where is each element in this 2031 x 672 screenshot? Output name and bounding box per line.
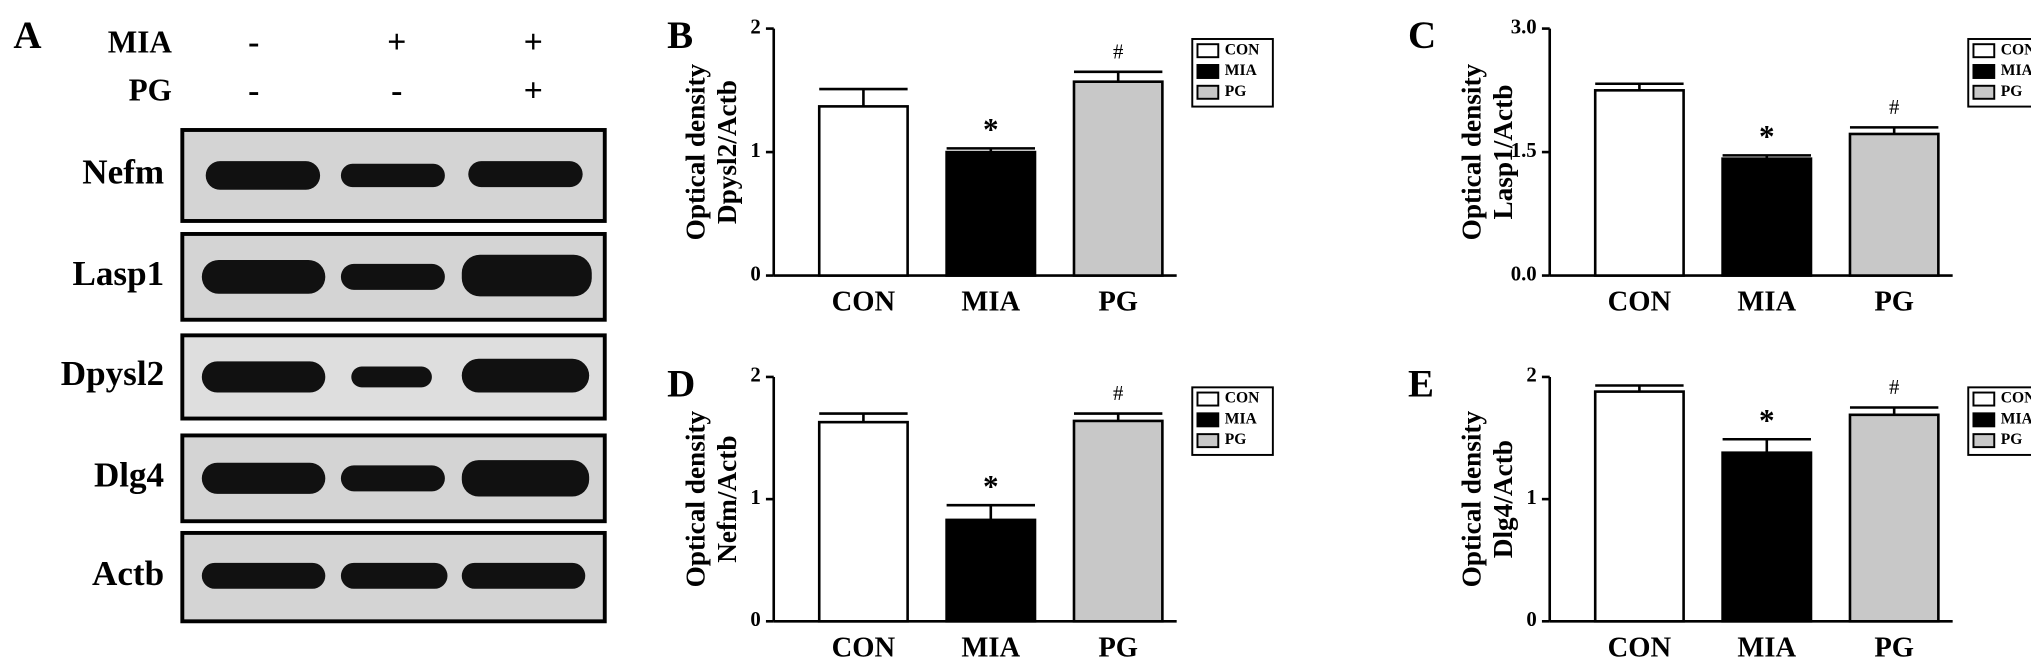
legend-label: PG: [1225, 83, 1247, 100]
legend-swatch: [1972, 412, 1996, 428]
legend-swatch: [1972, 433, 1996, 449]
significance-marker: *: [983, 112, 999, 147]
y-tick-label: 2: [1526, 364, 1536, 387]
condition-sign: -: [248, 72, 259, 109]
significance-marker: #: [1113, 382, 1124, 405]
x-tick-label: MIA: [1737, 632, 1796, 663]
y-axis-label: Dlg4/Actb: [1488, 440, 1518, 558]
legend-label: MIA: [1225, 410, 1258, 427]
legend-label: MIA: [2001, 62, 2031, 79]
x-tick-label: MIA: [961, 632, 1020, 663]
legend-label: PG: [2001, 431, 2023, 448]
y-axis-label: Dpysl2/Actb: [712, 80, 742, 224]
significance-marker: #: [1113, 40, 1124, 63]
panel-letter: B: [667, 14, 693, 57]
significance-marker: #: [1889, 96, 1900, 119]
legend-swatch: [1196, 43, 1220, 59]
protein-label: Lasp1: [72, 254, 164, 293]
legend-swatch: [1196, 433, 1220, 449]
condition-label: MIA: [108, 25, 173, 60]
y-axis-label: Optical density: [681, 63, 711, 240]
x-tick-label: CON: [832, 287, 896, 318]
y-axis-label: Optical density: [1457, 410, 1487, 587]
legend-label: PG: [1225, 431, 1247, 448]
y-tick-label: 0.0: [1511, 262, 1537, 285]
legend-swatch: [1972, 84, 1996, 100]
x-tick-label: PG: [1874, 287, 1914, 318]
y-tick-label: 3.0: [1511, 15, 1537, 38]
legend-label: MIA: [1225, 62, 1258, 79]
bar: [817, 105, 909, 277]
panel-letter: C: [1408, 14, 1436, 57]
bar: [1721, 451, 1813, 623]
protein-label: Dlg4: [94, 455, 164, 494]
significance-marker: *: [1759, 403, 1775, 438]
y-tick-label: 0: [750, 262, 760, 285]
y-tick-label: 0: [750, 608, 760, 631]
bar: [1848, 132, 1940, 277]
panel-letter: E: [1408, 362, 1434, 405]
bar: [1593, 390, 1685, 623]
bar: [1848, 413, 1940, 623]
bar: [817, 420, 909, 623]
bar: [1721, 157, 1813, 277]
legend-label: CON: [2001, 390, 2031, 407]
y-axis-label: Lasp1/Actb: [1488, 85, 1518, 220]
significance-marker: #: [1889, 376, 1900, 399]
condition-label: PG: [129, 73, 172, 108]
legend-label: CON: [1225, 41, 1260, 58]
x-tick-label: PG: [1098, 287, 1138, 318]
y-tick-label: 0: [1526, 608, 1536, 631]
legend-swatch: [1972, 64, 1996, 79]
x-tick-label: MIA: [961, 287, 1020, 318]
condition-sign: -: [391, 72, 402, 109]
x-tick-label: CON: [1608, 632, 1672, 663]
y-tick-label: 2: [750, 15, 760, 38]
legend-swatch: [1972, 391, 1996, 407]
legend-swatch: [1196, 64, 1220, 79]
legend-label: PG: [2001, 83, 2023, 100]
legend-swatch: [1196, 84, 1220, 100]
condition-sign: -: [248, 24, 259, 61]
significance-marker: *: [1759, 119, 1775, 154]
legend-swatch: [1972, 43, 1996, 59]
x-tick-label: CON: [1608, 287, 1672, 318]
x-tick-label: PG: [1874, 632, 1914, 663]
condition-sign: +: [524, 24, 543, 61]
protein-label: Dpysl2: [61, 354, 164, 393]
y-axis-label: Optical density: [1457, 63, 1487, 240]
legend-label: MIA: [2001, 410, 2031, 427]
bar: [945, 518, 1037, 623]
y-tick-label: 1.5: [1511, 139, 1537, 162]
significance-marker: *: [983, 469, 999, 504]
legend-label: CON: [2001, 41, 2031, 58]
y-axis-label: Optical density: [681, 410, 711, 587]
y-axis-label: Nefm/Actb: [712, 435, 742, 562]
bar: [945, 150, 1037, 277]
y-tick-label: 1: [750, 139, 760, 162]
x-tick-label: PG: [1098, 632, 1138, 663]
condition-sign: +: [524, 72, 543, 109]
legend-label: CON: [1225, 390, 1260, 407]
bar: [1072, 80, 1164, 277]
panel-letter: D: [667, 362, 695, 405]
blot-image: [180, 128, 607, 624]
x-tick-label: CON: [832, 632, 896, 663]
condition-sign: +: [387, 24, 406, 61]
x-tick-label: MIA: [1737, 287, 1796, 318]
y-tick-label: 1: [1526, 486, 1536, 509]
panel-letter: A: [13, 14, 41, 57]
legend-swatch: [1196, 412, 1220, 428]
protein-label: Actb: [92, 554, 164, 593]
legend-swatch: [1196, 391, 1220, 407]
bar: [1072, 419, 1164, 623]
bar: [1593, 89, 1685, 277]
protein-label: Nefm: [82, 153, 164, 192]
y-tick-label: 1: [750, 486, 760, 509]
y-tick-label: 2: [750, 364, 760, 387]
